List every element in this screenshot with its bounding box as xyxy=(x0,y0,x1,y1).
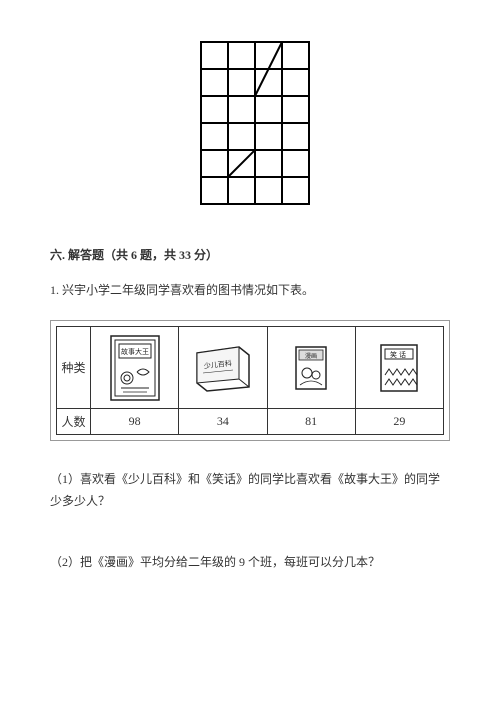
section-heading: 六. 解答题（共 6 题，共 33 分） xyxy=(50,246,450,263)
question-1-intro: 1. 兴宇小学二年级同学喜欢看的图书情况如下表。 xyxy=(50,281,450,300)
book-cell-1: 少儿百科 xyxy=(179,327,267,409)
book-icon-story: 故事大王 xyxy=(105,332,165,404)
book-title-3: 笑话 xyxy=(390,350,408,359)
book-table: 种类 故事大王 少儿百科 xyxy=(56,326,444,435)
grid-figure xyxy=(60,40,450,206)
count-cell-3: 29 xyxy=(355,409,443,435)
grid-svg xyxy=(199,40,311,206)
count-cell-0: 98 xyxy=(91,409,179,435)
book-title-0: 故事大王 xyxy=(121,347,149,356)
book-cell-2: 漫画 xyxy=(267,327,355,409)
table-row-type: 种类 故事大王 少儿百科 xyxy=(57,327,444,409)
count-cell-2: 81 xyxy=(267,409,355,435)
book-cell-3: 笑话 xyxy=(355,327,443,409)
book-icon-joke: 笑话 xyxy=(375,339,423,397)
sub-question-2: （2）把《漫画》平均分给二年级的 9 个班，每班可以分几本？ xyxy=(50,552,450,574)
book-title-2: 漫画 xyxy=(305,352,317,360)
book-icon-encyclopedia: 少儿百科 xyxy=(191,343,255,393)
book-icon-comic: 漫画 xyxy=(290,341,332,395)
book-table-wrap: 种类 故事大王 少儿百科 xyxy=(50,320,450,441)
sub-question-1: （1）喜欢看《少儿百科》和《笑话》的同学比喜欢看《故事大王》的同学少多少人？ xyxy=(50,469,450,512)
table-row-count: 人数 98 34 81 29 xyxy=(57,409,444,435)
book-cell-0: 故事大王 xyxy=(91,327,179,409)
row-label-count: 人数 xyxy=(57,409,91,435)
count-cell-1: 34 xyxy=(179,409,267,435)
row-label-type: 种类 xyxy=(57,327,91,409)
